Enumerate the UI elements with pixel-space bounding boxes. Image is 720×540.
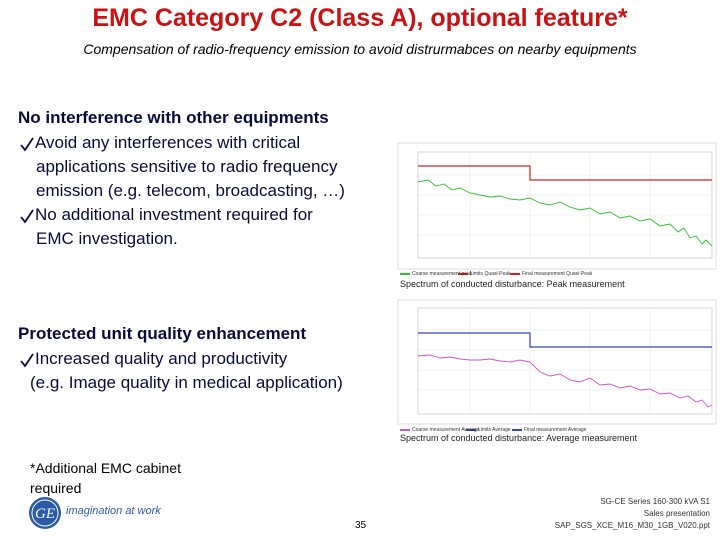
bullet-line: EMC investigation. [36,229,178,248]
check-icon [20,209,34,224]
spectrum-chart [397,299,717,431]
footnote: required [30,480,82,496]
footer-info: SAP_SGS_XCE_M16_M30_1GB_V020.ppt [554,521,710,530]
figure-caption: Spectrum of conducted disturbance: Peak … [400,279,625,289]
ge-logo: GE [29,497,61,529]
section-heading: Protected unit quality enhancement [18,324,307,343]
bullet-line: Avoid any interferences with critical [35,133,301,152]
title: EMC Category C2 (Class A), optional feat… [92,4,628,32]
legend-entry: Coarse measurement Average [412,427,480,433]
subtitle: Compensation of radio-frequency emission… [83,41,637,57]
bullet-line: (e.g. Image quality in medical applicati… [30,373,343,392]
bullet-line: applications sensitive to radio frequenc… [36,157,338,176]
check-icon [20,353,34,368]
legend-entry: Coarse measurement peak [412,271,473,277]
footer-info: Sales presentation [643,509,710,518]
section-heading: No interference with other equipments [18,108,329,127]
legend-entry: Final measurement Average [524,427,587,433]
legend-entry: Final measurement Quasi-Peak [522,271,593,277]
footnote: *Additional EMC cabinet [30,460,181,476]
legend-entry: Limits Average [478,427,511,433]
page-number: 35 [355,520,367,531]
check-icon [20,137,34,152]
figure-caption: Spectrum of conducted disturbance: Avera… [400,433,637,443]
spectrum-chart [397,142,717,275]
bullet-line: Increased quality and productivity [35,349,288,368]
svg-text:GE: GE [35,506,55,522]
footer-info: SG-CE Series 160-300 kVA S1 [600,497,710,506]
bullet-line: No additional investment required for [35,205,313,224]
logo-text: imagination at work [66,505,161,517]
bullet-line: emission (e.g. telecom, broadcasting, …) [36,181,345,200]
legend-entry: Limits Quasi-Peak [470,271,511,277]
